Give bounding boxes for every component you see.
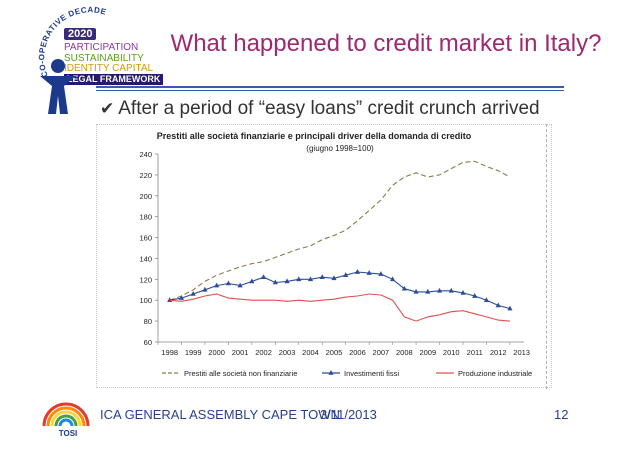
series-point-marker (343, 272, 349, 277)
series-point-marker (307, 276, 314, 282)
x-tick-label: 2012 (490, 348, 507, 357)
series-point-marker (237, 282, 243, 288)
x-tick-label: 2004 (302, 348, 319, 357)
y-tick-label: 180 (139, 213, 152, 222)
footer-date: 3/11/2013 (320, 407, 377, 422)
rainbow-logo-icon: TOSI (42, 402, 90, 438)
series-point-marker (249, 278, 255, 284)
x-tick-label: 2003 (279, 348, 296, 357)
page-number: 12 (554, 407, 569, 422)
x-tick-label: 1999 (185, 348, 202, 357)
logo-ring: CO-OPERATIVE DECADE (37, 5, 107, 78)
title-divider-thin (96, 90, 564, 91)
x-tick-label: 2010 (443, 348, 460, 357)
series-point-marker (284, 278, 290, 284)
person-icon (40, 59, 76, 114)
x-tick-label: 2009 (419, 348, 436, 357)
x-tick-label: 2007 (373, 348, 390, 357)
legend-marker (328, 370, 334, 375)
series-point-marker (225, 280, 231, 286)
series-point-marker (472, 293, 478, 298)
x-tick-label: 2008 (396, 348, 413, 357)
x-tick-label: 2011 (467, 348, 483, 357)
y-tick-label: 220 (139, 171, 152, 180)
x-tick-label: 2013 (513, 348, 530, 357)
series-point-marker (401, 285, 407, 291)
logo-word-legal: LEGAL FRAMEWORK (64, 74, 164, 85)
series-point-marker (495, 302, 501, 308)
cooperative-decade-logo: CO-OPERATIVE DECADE 2020 PARTICIPATION S… (34, 5, 164, 124)
series-point-marker (260, 274, 267, 280)
credit-chart: Prestiti alle società finanziarie e prin… (139, 131, 532, 378)
chart-legend: Prestiti alle società non finanziarie Inv… (162, 369, 532, 378)
series-layer (167, 160, 513, 322)
x-tick-label: 2002 (255, 348, 272, 357)
series-point-marker (272, 279, 278, 285)
chart-frame (96, 124, 552, 388)
y-tick-label: 140 (139, 254, 152, 263)
series-point-marker (425, 288, 431, 294)
series-point-marker (366, 270, 372, 275)
y-tick-label: 200 (139, 192, 152, 201)
series-point-marker (319, 274, 325, 280)
x-tick-label: 2006 (349, 348, 366, 357)
series-point-marker (202, 286, 208, 292)
x-tick-label: 2001 (232, 348, 249, 357)
series-point-marker (178, 295, 185, 300)
y-tick-label: 240 (139, 150, 152, 159)
x-tick-label: 1998 (161, 348, 178, 357)
logo-word-identity: IDENTITY CAPITAL (64, 63, 154, 74)
series-point-marker (460, 289, 466, 295)
series-point-marker (214, 282, 220, 288)
series-point-marker (436, 287, 443, 293)
logo-word-sustainability: SUSTAINABILITY (64, 53, 144, 64)
series-line-1 (169, 271, 511, 310)
chart-title: Prestiti alle società finanziarie e prin… (157, 131, 472, 141)
y-tick-label: 120 (139, 275, 152, 284)
series-point-marker (507, 305, 513, 311)
footer-event: ICA GENERAL ASSEMBLY CAPE TOWN (100, 407, 340, 422)
series-point-marker (331, 275, 337, 281)
chart-subtitle: (giugno 1998=100) (306, 144, 374, 153)
series-point-marker (354, 269, 361, 274)
title-divider (96, 86, 564, 88)
y-tick-label: 60 (144, 338, 152, 347)
legend-label: Prestiti alle società non finanziarie (184, 369, 297, 378)
x-tick-label: 2005 (326, 348, 343, 357)
series-point-marker (413, 288, 419, 294)
series-point-marker (390, 276, 396, 282)
slide-vertical-divider (546, 124, 547, 389)
slide-title: What happened to credit market in Italy? (170, 30, 602, 57)
y-tick-label: 80 (144, 317, 152, 326)
series-point-marker (378, 271, 384, 276)
y-tick-label: 100 (139, 296, 152, 305)
series-point-marker (448, 287, 454, 293)
check-icon: ✔ (100, 99, 115, 118)
y-axis: 60 80 100 120 140 160 180 200 220 240 (139, 150, 159, 347)
bullet-text: After a period of “easy loans” credit cr… (118, 98, 540, 119)
footer-logo-text: TOSI (59, 429, 78, 438)
bullet-point: ✔ After a period of “easy loans” credit c… (100, 97, 540, 121)
series-line-2 (169, 293, 510, 322)
logo-word-participation: PARTICIPATION (64, 42, 139, 53)
series-point-marker (296, 276, 302, 282)
legend-label: Investimenti fissi (344, 369, 399, 378)
series-point-marker (483, 297, 490, 303)
y-tick-label: 160 (139, 234, 152, 243)
legend-label: Produzione industriale (458, 369, 532, 378)
series-point-marker (190, 290, 196, 296)
x-axis: 1998 1999 2000 2001 2002 2003 2004 2005 2006 2007… (157, 341, 530, 357)
series-line-0 (169, 160, 511, 301)
x-tick-label: 2000 (208, 348, 225, 357)
logo-year: 2020 (64, 28, 97, 40)
